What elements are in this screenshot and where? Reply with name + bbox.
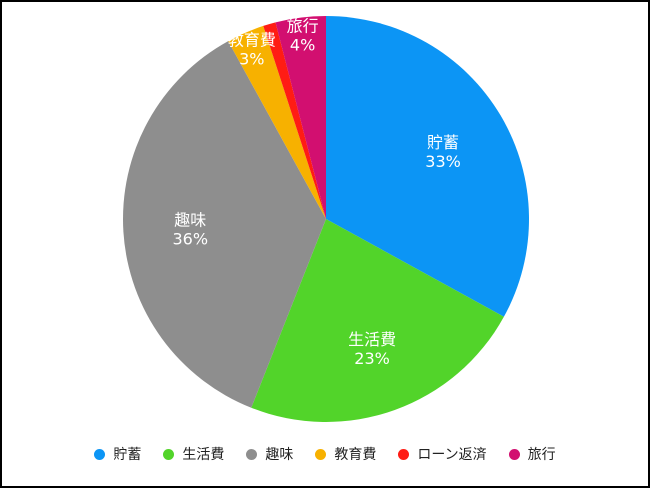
pie-slice bbox=[228, 25, 326, 219]
pie-slice bbox=[123, 41, 326, 408]
pie-slice bbox=[275, 16, 326, 219]
legend: 貯蓄 生活費 趣味 教育費 ローン返済 旅行 bbox=[2, 444, 648, 464]
legend-label: ローン返済 bbox=[417, 447, 487, 463]
legend-item: 教育費 bbox=[315, 444, 376, 464]
slice-label: 旅行 bbox=[287, 17, 319, 36]
legend-item: 生活費 bbox=[163, 444, 224, 464]
slice-value-label: 23% bbox=[354, 349, 390, 368]
pie-slice bbox=[251, 219, 504, 422]
legend-label: 旅行 bbox=[527, 447, 556, 463]
legend-label: 趣味 bbox=[265, 447, 294, 463]
pie-slice bbox=[326, 16, 529, 317]
slice-value-label: 36% bbox=[172, 230, 208, 249]
legend-label: 生活費 bbox=[182, 447, 225, 463]
slice-value-label: 3% bbox=[239, 50, 264, 69]
slice-label: 貯蓄 bbox=[427, 133, 459, 152]
legend-swatch bbox=[315, 448, 327, 460]
legend-label: 貯蓄 bbox=[113, 447, 142, 463]
slice-label: 教育費 bbox=[228, 31, 276, 50]
slice-label: 趣味 bbox=[174, 211, 206, 230]
legend-item: ローン返済 bbox=[398, 444, 487, 464]
pie-slice bbox=[263, 22, 326, 219]
legend-item: 旅行 bbox=[508, 444, 556, 464]
legend-item: 貯蓄 bbox=[94, 444, 141, 464]
legend-swatch bbox=[246, 448, 258, 460]
slice-label: 生活費 bbox=[348, 330, 396, 349]
legend-swatch bbox=[398, 448, 410, 460]
legend-swatch bbox=[94, 448, 106, 460]
slice-value-label: 4% bbox=[290, 36, 315, 55]
legend-item: 趣味 bbox=[246, 444, 293, 464]
legend-label: 教育費 bbox=[334, 447, 377, 463]
slice-value-label: 33% bbox=[425, 152, 461, 171]
legend-swatch bbox=[163, 448, 175, 460]
pie-slices bbox=[123, 16, 529, 422]
legend-swatch bbox=[508, 448, 520, 460]
